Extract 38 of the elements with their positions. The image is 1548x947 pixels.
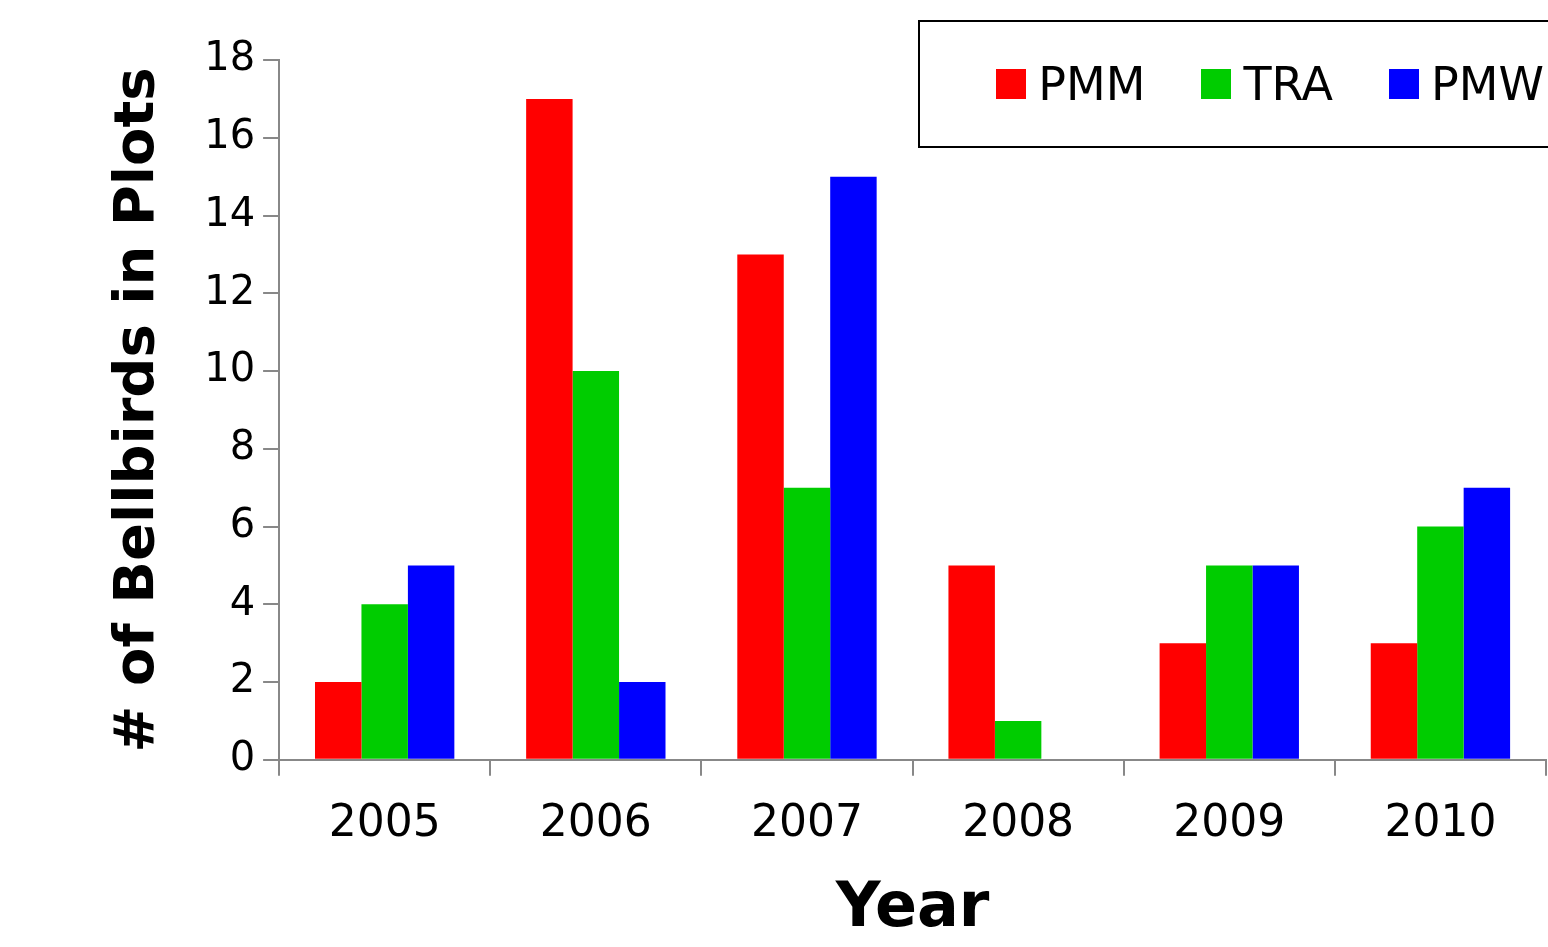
bar <box>994 720 1042 759</box>
y-tick-label: 10 <box>204 344 256 391</box>
bar <box>783 487 831 759</box>
bar <box>1206 565 1253 759</box>
bar <box>830 176 877 759</box>
bar <box>619 682 666 759</box>
y-tick-label: 2 <box>229 655 256 702</box>
y-tick-label: 12 <box>204 266 256 313</box>
bar <box>361 604 408 759</box>
x-tick-label: 2008 <box>962 794 1075 846</box>
bar <box>948 565 995 759</box>
y-tick-label: 8 <box>229 422 256 469</box>
x-tick-label: 2007 <box>750 794 863 846</box>
legend-label: PMW <box>1431 57 1544 111</box>
x-tick-label: 2010 <box>1384 794 1497 846</box>
y-tick-label: 16 <box>204 111 256 158</box>
bar <box>1370 643 1418 759</box>
x-tick-label: 2006 <box>539 794 652 846</box>
bar <box>314 682 362 759</box>
bar <box>1252 565 1299 759</box>
y-axis-title: # of Bellbirds in Plots <box>101 67 167 753</box>
y-tick-label: 14 <box>204 188 256 235</box>
x-axis-title: Year <box>834 867 990 941</box>
bar <box>572 371 620 759</box>
bar <box>526 98 573 759</box>
bar <box>1463 487 1511 759</box>
bar <box>1417 526 1464 759</box>
x-tick-label: 2009 <box>1173 794 1286 846</box>
bar <box>737 254 784 759</box>
y-tick-label: 18 <box>204 33 256 80</box>
bar <box>407 565 455 759</box>
x-tick-label: 2005 <box>328 794 441 846</box>
legend-label: PMM <box>1038 57 1146 111</box>
y-tick-label: 0 <box>229 733 256 780</box>
bar <box>1159 643 1207 759</box>
legend-label: TRA <box>1243 57 1334 111</box>
y-tick-label: 6 <box>229 499 256 546</box>
y-tick-label: 4 <box>229 577 256 624</box>
